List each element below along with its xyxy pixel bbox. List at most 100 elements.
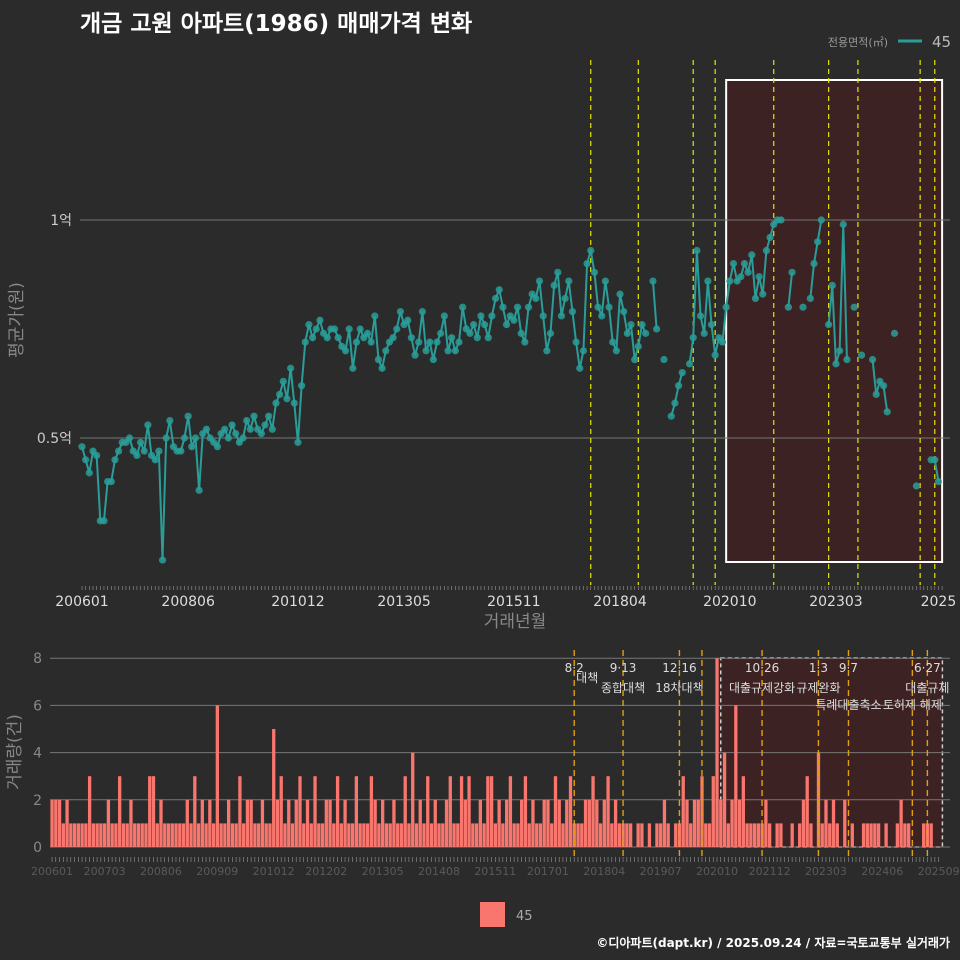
price-point	[751, 294, 760, 303]
price-point	[601, 277, 609, 285]
volume-bar	[155, 823, 159, 847]
volume-bar	[801, 799, 806, 847]
volume-bar	[118, 776, 122, 847]
price-point	[718, 338, 727, 346]
price-point	[788, 268, 796, 276]
price-point	[572, 338, 580, 346]
price-line	[81, 250, 647, 561]
price-point	[221, 425, 229, 433]
price-point	[825, 321, 833, 329]
price-point	[155, 447, 163, 455]
volume-bar	[516, 823, 520, 847]
x-tick-label: 201202	[305, 865, 347, 878]
x-tick-label: 200601	[31, 865, 73, 878]
price-point	[374, 355, 383, 364]
volume-bar	[929, 823, 933, 847]
price-point	[879, 382, 888, 390]
price-point	[363, 329, 372, 337]
x-tick-label: 202303	[809, 594, 862, 610]
price-point	[832, 360, 840, 368]
price-point	[305, 321, 313, 329]
volume-bar	[884, 823, 888, 847]
volume-bar	[831, 799, 836, 847]
volume-bar	[587, 799, 591, 847]
price-point	[232, 430, 240, 438]
volume-bar	[565, 799, 569, 847]
volume-bar	[463, 799, 467, 847]
volume-bar	[260, 799, 265, 847]
volume-bar	[275, 799, 280, 847]
volume-bar	[591, 776, 595, 847]
price-point	[239, 434, 247, 442]
x-tick-label: 200909	[196, 865, 238, 878]
volume-bar	[290, 823, 295, 847]
volume-bar	[140, 823, 144, 847]
price-point	[407, 334, 415, 342]
price-point	[111, 456, 119, 464]
price-point	[323, 334, 331, 342]
price-point	[316, 316, 324, 324]
volume-bar	[707, 823, 712, 847]
volume-bar	[350, 823, 355, 847]
x-tick-label: 202010	[703, 594, 756, 610]
volume-bar	[692, 799, 697, 847]
price-point	[521, 338, 529, 346]
price-point	[415, 338, 423, 346]
volume-bar	[876, 823, 881, 847]
volume-bar	[805, 776, 809, 847]
volume-bar	[204, 823, 208, 847]
price-point	[510, 316, 518, 324]
price-point	[279, 377, 287, 385]
x-tick-label: 201012	[253, 865, 295, 878]
volume-bar	[159, 799, 163, 847]
volume-bar	[719, 799, 723, 847]
volume-bar	[403, 776, 407, 847]
volume-bar	[72, 823, 77, 847]
volume-bar	[625, 823, 629, 847]
volume-bar	[715, 658, 719, 847]
volume-bar	[580, 823, 584, 847]
event-name-label: 18차대책	[655, 680, 703, 695]
price-point	[125, 434, 134, 442]
price-point	[843, 355, 851, 364]
x-tick-label: 201305	[377, 594, 430, 610]
volume-bar	[388, 823, 392, 847]
x-tick-label: 201511	[487, 594, 540, 610]
price-point	[576, 364, 584, 372]
price-point	[868, 355, 877, 364]
volume-bar	[249, 799, 253, 847]
volume-bar	[542, 799, 546, 847]
y-tick-label: 2	[33, 793, 42, 809]
price-point	[583, 260, 591, 268]
volume-bar	[381, 799, 385, 847]
volume-bar	[309, 823, 313, 847]
price-point	[872, 390, 880, 398]
volume-bar	[174, 823, 178, 847]
volume-bar	[373, 799, 377, 847]
volume-bar	[234, 823, 238, 847]
price-line	[688, 219, 782, 365]
volume-bar	[215, 705, 220, 847]
volume-bar	[576, 823, 580, 847]
volume-bar	[535, 823, 539, 847]
volume-bar	[478, 799, 482, 847]
price-line	[670, 372, 684, 417]
event-name-label: 대출규제강화	[729, 681, 795, 695]
volume-bar	[87, 776, 92, 847]
price-point	[671, 399, 679, 407]
price-point	[396, 307, 405, 316]
price-point	[308, 334, 317, 342]
volume-bar	[166, 823, 171, 847]
volume-bar	[666, 823, 670, 847]
volume-bar	[317, 823, 321, 847]
volume-bar	[245, 799, 250, 847]
volume-bar	[219, 823, 223, 847]
price-point	[737, 273, 745, 281]
price-point	[188, 443, 196, 451]
volume-bar	[343, 799, 347, 847]
volume-bar	[287, 799, 291, 847]
price-point	[82, 456, 90, 464]
volume-bar	[76, 823, 80, 847]
volume-bar	[418, 799, 422, 847]
